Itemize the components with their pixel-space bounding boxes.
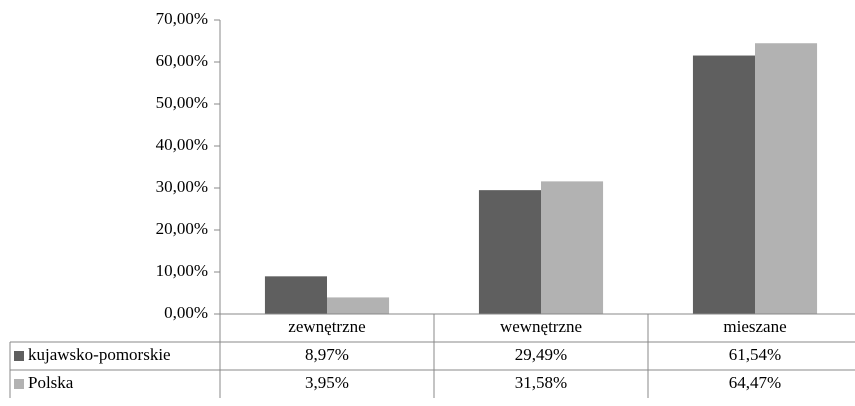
data-label: 31,58% [515, 373, 567, 392]
data-label: 61,54% [729, 345, 781, 364]
y-tick-label: 10,00% [156, 261, 208, 280]
y-tick-label: 20,00% [156, 219, 208, 238]
x-tick-label: mieszane [723, 317, 786, 336]
y-tick-label: 0,00% [164, 303, 208, 322]
data-label: 3,95% [305, 373, 349, 392]
data-label: 8,97% [305, 345, 349, 364]
bar [692, 55, 755, 314]
legend-swatch [14, 379, 24, 389]
legend-swatch [14, 351, 24, 361]
data-label: 29,49% [515, 345, 567, 364]
y-tick-label: 50,00% [156, 93, 208, 112]
y-tick-label: 30,00% [156, 177, 208, 196]
legend-label: Polska [28, 373, 74, 392]
y-tick-label: 70,00% [156, 9, 208, 28]
data-label: 64,47% [729, 373, 781, 392]
bar [541, 181, 604, 314]
x-tick-label: wewnętrzne [500, 317, 582, 336]
legend-label: kujawsko-pomorskie [28, 345, 171, 364]
bar [478, 190, 541, 314]
y-tick-label: 40,00% [156, 135, 208, 154]
bar [264, 276, 327, 314]
x-tick-label: zewnętrzne [288, 317, 365, 336]
y-tick-label: 60,00% [156, 51, 208, 70]
bar [327, 297, 390, 314]
bar [755, 43, 818, 314]
